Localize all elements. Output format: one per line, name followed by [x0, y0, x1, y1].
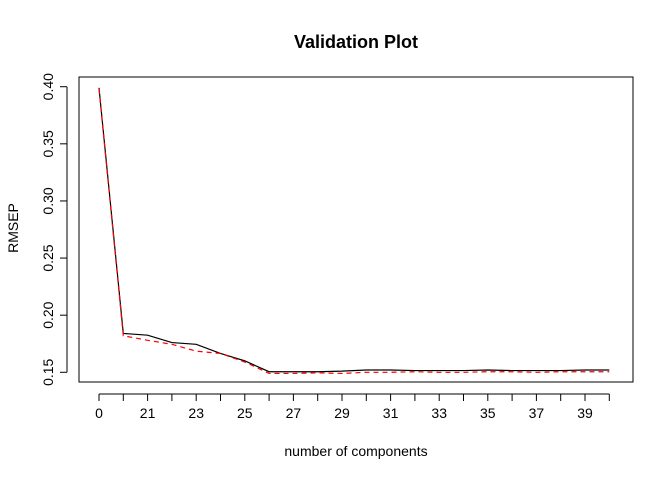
- y-axis-label: RMSEP: [5, 203, 21, 253]
- y-axis: 0.15 0.20 0.25 0.30 0.35 0.40: [40, 73, 68, 386]
- y-tick-label: 0.30: [40, 187, 56, 214]
- x-tick-label: 29: [334, 405, 350, 421]
- x-tick-label: 25: [237, 405, 253, 421]
- plot-frame: [78, 76, 634, 383]
- y-tick-label: 0.35: [40, 130, 56, 157]
- y-tick-label: 0.15: [40, 358, 56, 385]
- x-axis: 0 21 23 25 27 29 31 33 35 37 39: [95, 393, 610, 421]
- x-tick-label: 31: [383, 405, 399, 421]
- x-tick-label: 37: [529, 405, 545, 421]
- y-tick-label: 0.25: [40, 244, 56, 271]
- x-tick-label: 35: [480, 405, 496, 421]
- y-tick-label: 0.40: [40, 73, 56, 100]
- x-axis-label: number of components: [284, 443, 427, 459]
- chart-title: Validation Plot: [294, 32, 418, 52]
- rmsep-cv-line: [98, 87, 610, 373]
- x-tick-label: 0: [95, 405, 103, 421]
- y-tick-label: 0.20: [40, 301, 56, 328]
- x-tick-label: 39: [577, 405, 593, 421]
- x-tick-label: 21: [140, 405, 156, 421]
- rmsep-adjcv-line: [98, 88, 610, 375]
- series-layer: [98, 87, 610, 375]
- x-tick-label: 27: [286, 405, 302, 421]
- x-tick-label: 23: [188, 405, 204, 421]
- x-tick-label: 33: [431, 405, 447, 421]
